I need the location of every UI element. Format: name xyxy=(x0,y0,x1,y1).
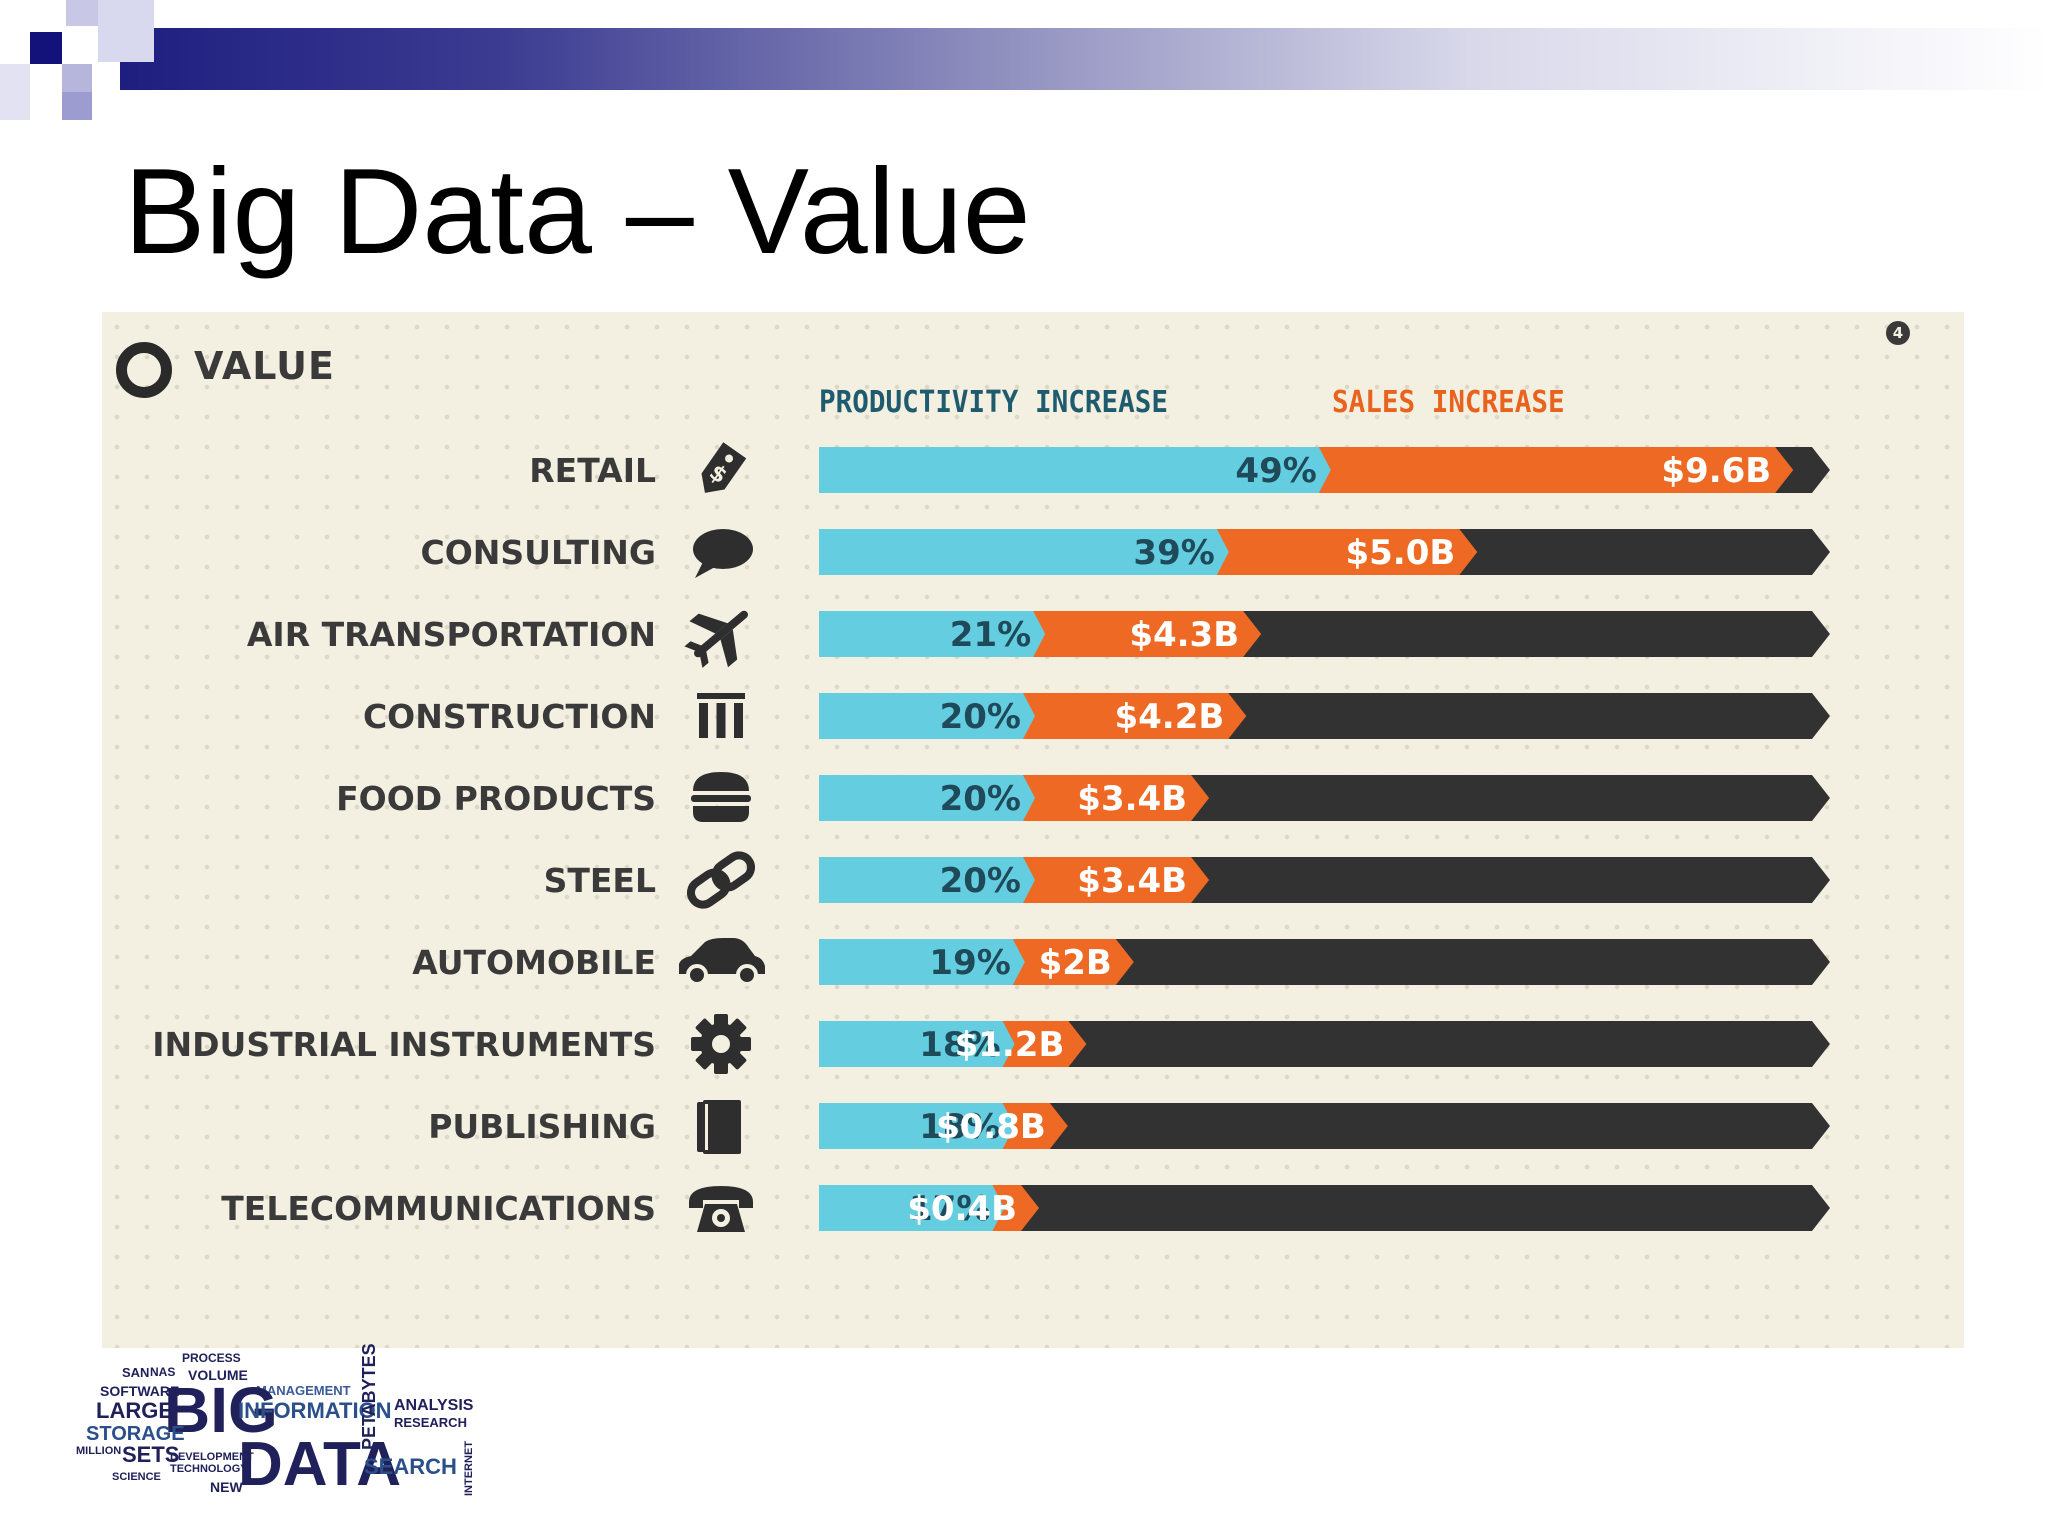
telephone-icon xyxy=(689,1186,753,1232)
slide-title: Big Data – Value xyxy=(124,143,1031,279)
bar-productivity xyxy=(819,775,1035,821)
category-label: INDUSTRIAL INSTRUMENTS xyxy=(152,1025,656,1064)
logo-word: RESEARCH xyxy=(394,1415,467,1430)
price-tag-icon xyxy=(693,442,747,501)
bar-sales xyxy=(990,1185,1039,1231)
logo-word: STORAGE xyxy=(86,1423,185,1445)
speech-bubble-icon xyxy=(693,529,753,578)
chart-bars: 49% $9.6B RETAIL 39% $5.0B CONSULTING 21% $4.3B… xyxy=(152,442,1830,1232)
bar-productivity xyxy=(819,447,1331,493)
sales-label: $9.6B xyxy=(1661,451,1771,491)
bar-sales xyxy=(1021,857,1210,903)
bar-productivity xyxy=(819,611,1046,657)
logo-word: DEVELOPMENT xyxy=(170,1451,254,1463)
gear-icon xyxy=(691,1014,751,1074)
productivity-label: 49% xyxy=(1235,451,1316,491)
productivity-label: 17% xyxy=(909,1189,990,1229)
bar-sales xyxy=(1021,693,1247,739)
car-icon xyxy=(677,936,767,986)
logo-word: SEARCH xyxy=(364,1454,457,1479)
productivity-label: 20% xyxy=(940,697,1021,737)
chain-link-icon xyxy=(686,851,755,910)
productivity-label: 18% xyxy=(919,1025,1000,1065)
sales-label: $5.0B xyxy=(1345,533,1455,573)
category-label: CONSTRUCTION xyxy=(363,697,656,736)
book-icon xyxy=(697,1100,741,1154)
category-label: AIR TRANSPORTATION xyxy=(247,615,656,654)
decor-square xyxy=(0,64,30,120)
sales-label: $0.4B xyxy=(907,1189,1017,1229)
bar-sales xyxy=(1031,611,1262,657)
category-label: PUBLISHING xyxy=(428,1107,656,1146)
productivity-label: 18% xyxy=(919,1107,1000,1147)
decor-square xyxy=(66,0,98,26)
logo-word: MILLION xyxy=(76,1445,122,1457)
legend-sales: SALES INCREASE xyxy=(1332,385,1565,420)
logo-word: NEW xyxy=(210,1479,243,1495)
category-label: RETAIL xyxy=(529,451,656,490)
category-label: FOOD PRODUCTS xyxy=(336,779,656,818)
sales-label: $3.4B xyxy=(1077,861,1187,901)
logo-word: SCIENCE xyxy=(112,1471,161,1483)
panel-heading-label: VALUE xyxy=(194,344,335,388)
decor-square xyxy=(62,92,92,120)
bar-productivity xyxy=(819,693,1035,739)
logo-word: ANALYSIS xyxy=(394,1397,474,1414)
bar-sales xyxy=(1021,775,1210,821)
logo-word: INFORMATION xyxy=(238,1398,392,1423)
sales-label: $4.2B xyxy=(1114,697,1224,737)
productivity-label: 39% xyxy=(1133,533,1214,573)
legend-productivity: PRODUCTIVITY INCREASE xyxy=(819,385,1168,420)
productivity-label: 21% xyxy=(950,615,1031,655)
sales-label: $2B xyxy=(1039,943,1112,983)
logo-word: PETABYTES xyxy=(359,1343,379,1450)
logo-word: SOFTWARE xyxy=(100,1383,180,1399)
bar-sales xyxy=(1010,939,1134,985)
sales-label: $3.4B xyxy=(1077,779,1187,819)
logo-word: MANAGEMENT xyxy=(256,1383,351,1398)
sales-label: $1.2B xyxy=(955,1025,1065,1065)
category-label: CONSULTING xyxy=(420,533,656,572)
bar-sales xyxy=(1316,447,1794,493)
burger-icon xyxy=(691,772,751,822)
bar-productivity xyxy=(819,939,1025,985)
page-number-badge: 4 xyxy=(1886,321,1910,345)
logo-word: TECHNOLOGY xyxy=(170,1463,248,1475)
logo-word: SETS xyxy=(122,1442,180,1467)
category-label: AUTOMOBILE xyxy=(412,943,656,982)
big-data-word-cloud-logo: PROCESS SAN NAS VOLUME MANAGEMENT SOFTWA… xyxy=(60,1343,490,1520)
bar-productivity xyxy=(819,1185,1005,1231)
category-label: TELECOMMUNICATIONS xyxy=(221,1189,656,1228)
logo-word: VOLUME xyxy=(188,1367,248,1383)
sales-label: $4.3B xyxy=(1129,615,1239,655)
productivity-label: 20% xyxy=(940,779,1021,819)
logo-word: SAN xyxy=(122,1365,150,1380)
productivity-label: 20% xyxy=(940,861,1021,901)
bar-sales xyxy=(1000,1021,1087,1067)
logo-word: INTERNET xyxy=(463,1441,475,1496)
decor-square xyxy=(30,32,62,64)
productivity-label: 19% xyxy=(929,943,1010,983)
logo-word: DATA xyxy=(238,1430,401,1499)
bar-productivity xyxy=(819,529,1229,575)
bar-sales xyxy=(1000,1103,1068,1149)
logo-word: NAS xyxy=(150,1365,176,1379)
title-band xyxy=(120,28,2048,90)
logo-word: PROCESS xyxy=(182,1351,241,1365)
sales-label: $0.8B xyxy=(936,1107,1046,1147)
ring-icon xyxy=(116,342,172,398)
decor-square xyxy=(98,0,154,62)
bar-track xyxy=(819,1103,1830,1149)
bar-productivity xyxy=(819,1103,1015,1149)
logo-word: BIG xyxy=(164,1374,278,1446)
category-label: STEEL xyxy=(544,861,656,900)
bar-track xyxy=(819,1185,1830,1231)
bar-productivity xyxy=(819,857,1035,903)
airplane-icon xyxy=(674,589,767,681)
columns-icon xyxy=(697,693,745,738)
bar-productivity xyxy=(819,1021,1015,1067)
logo-word: LARGE xyxy=(96,1398,173,1423)
bar-sales xyxy=(1214,529,1478,575)
